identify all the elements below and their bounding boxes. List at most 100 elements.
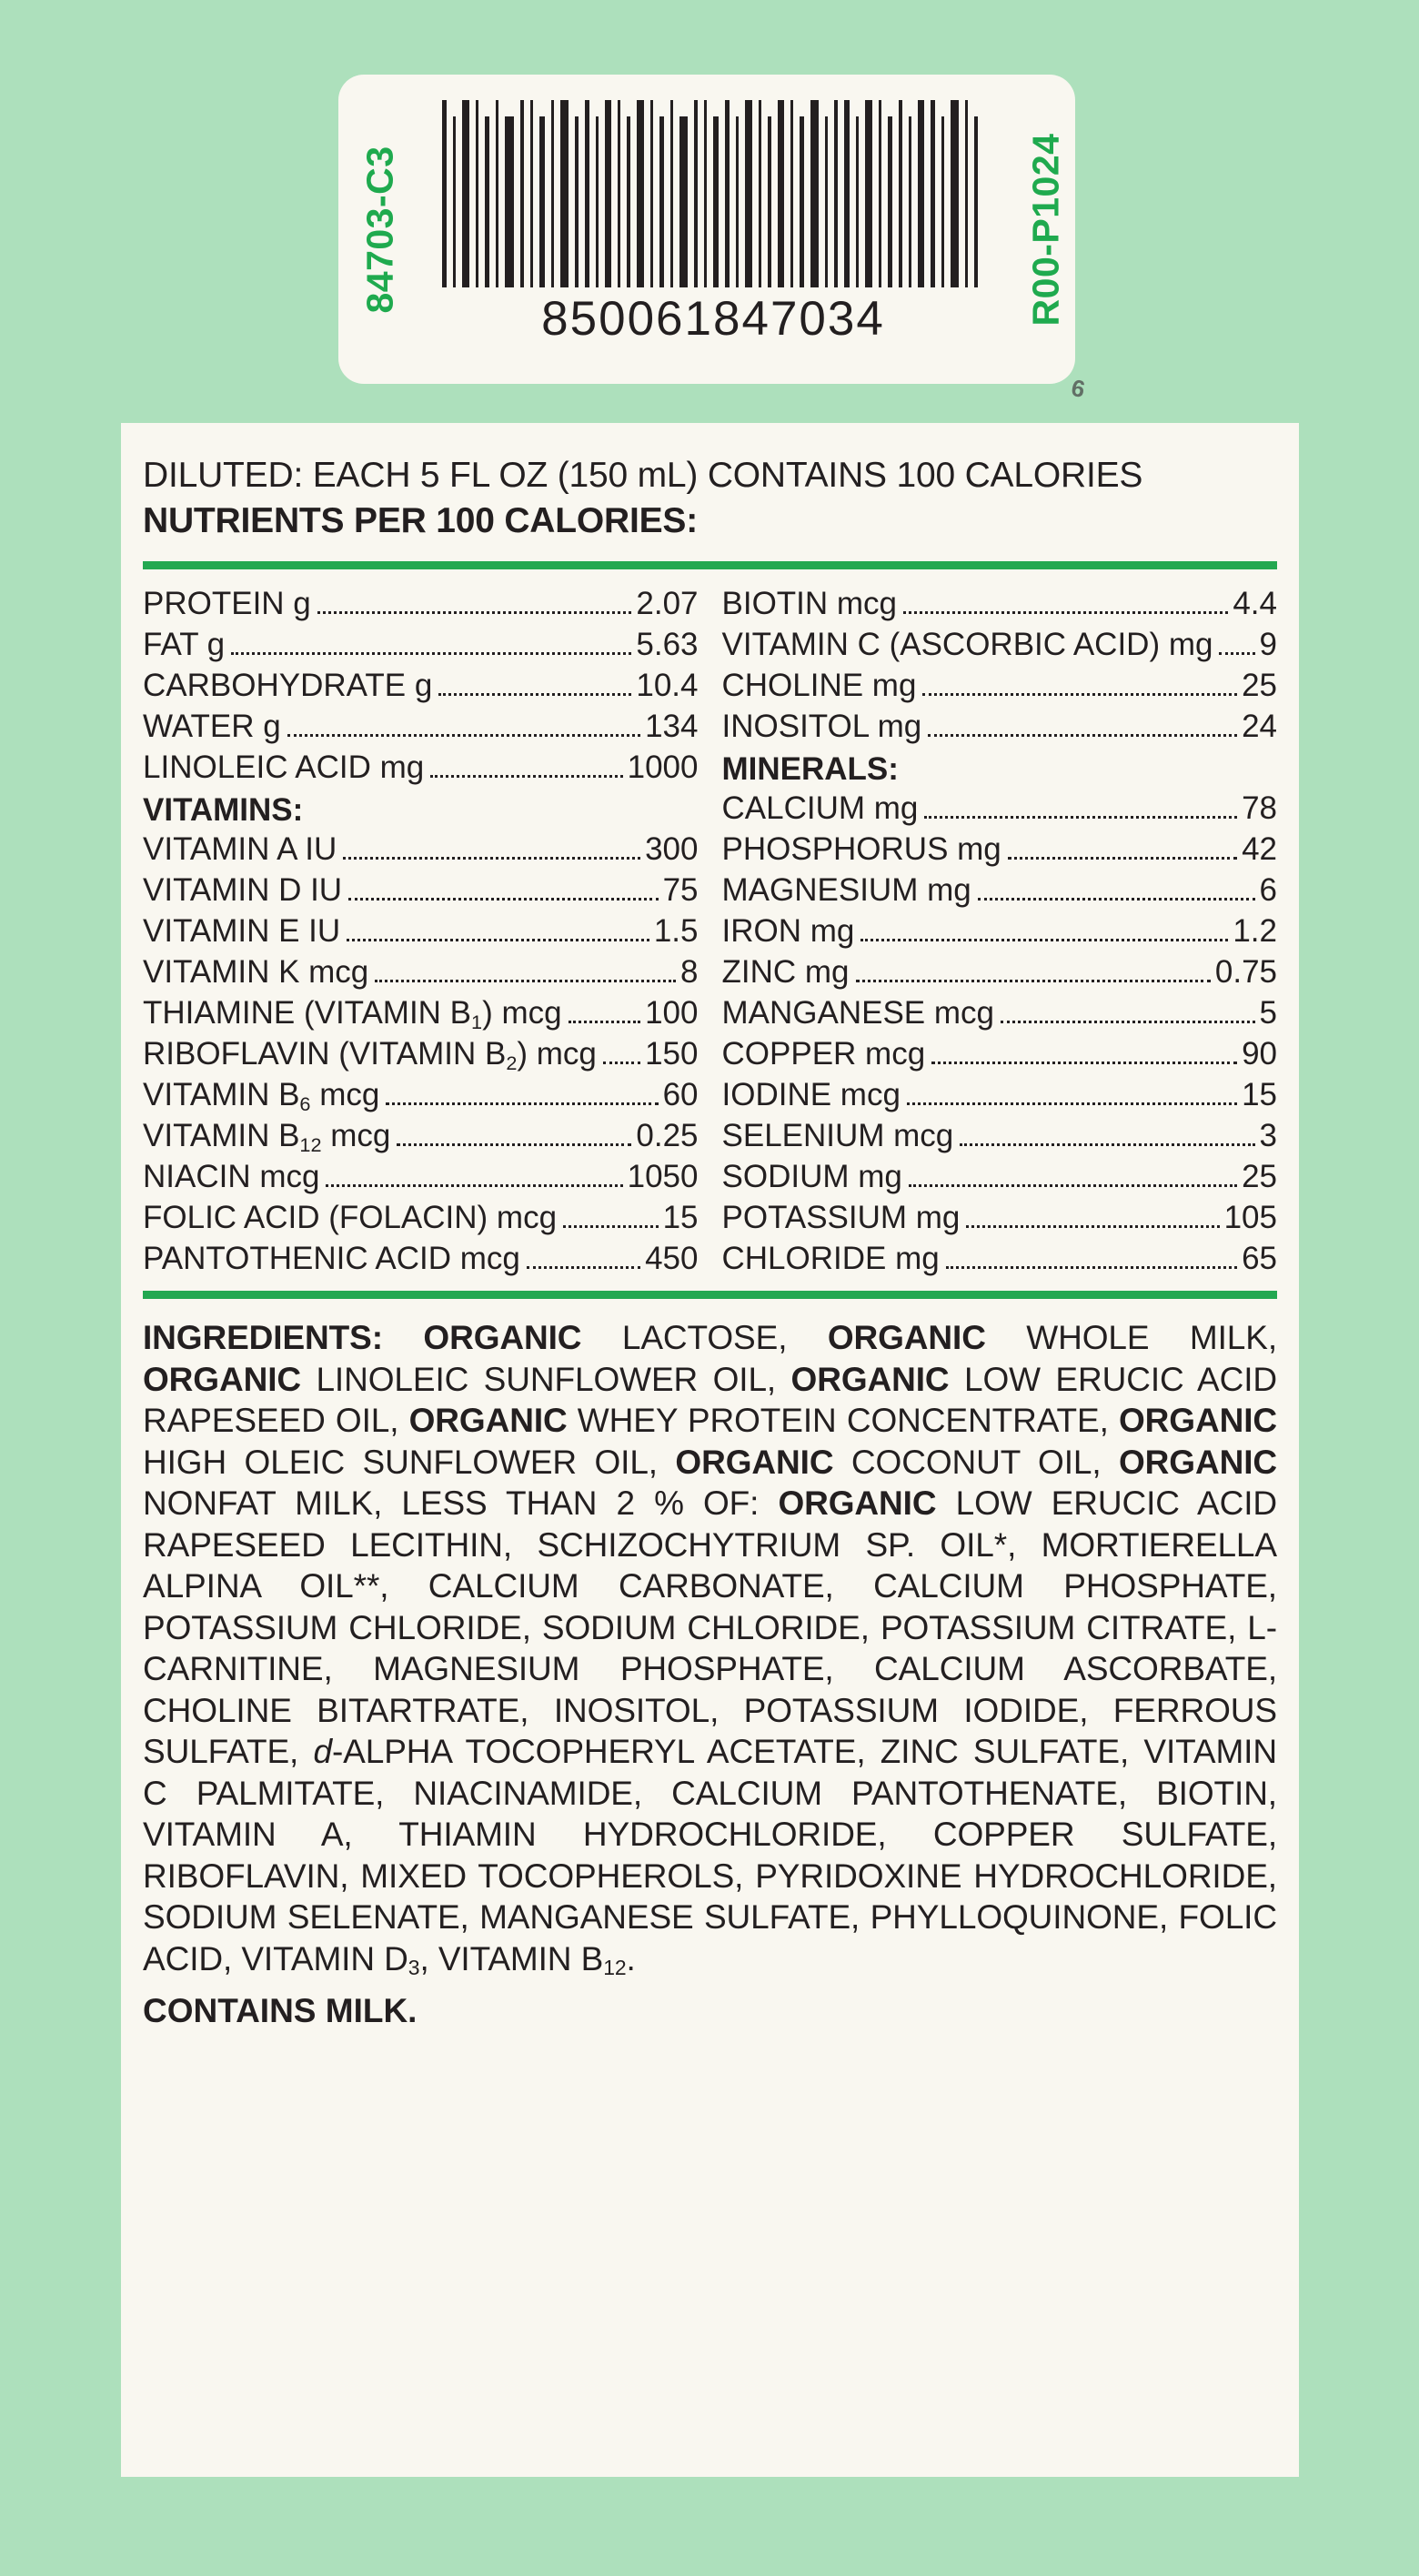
nutrient-value: 0.75	[1214, 954, 1277, 990]
nutrient-value: 5.63	[636, 627, 699, 662]
barcode-right-code: R00-P1024	[1024, 133, 1067, 326]
dot-leader	[602, 1062, 641, 1064]
nutrient-row: WATER g 134	[143, 707, 699, 748]
barcode-bar	[575, 116, 579, 287]
nutrient-row: POTASSIUM mg 105	[722, 1198, 1278, 1239]
nutrient-row: NIACIN mcg 1050	[143, 1157, 699, 1198]
nutrient-label: VITAMIN B12 mcg	[143, 1118, 391, 1156]
nutrient-value: 300	[645, 831, 699, 867]
nutrient-row: FOLIC ACID (FOLACIN) mcg 15	[143, 1198, 699, 1239]
barcode-block: 84703-C3 850061847034 R00-P1024	[338, 75, 1075, 384]
allergen-statement: CONTAINS MILK.	[143, 1992, 418, 2029]
dot-leader	[568, 1021, 641, 1023]
dot-leader	[903, 611, 1229, 614]
nutrient-value: 15	[1242, 1077, 1277, 1112]
barcode-bar	[844, 100, 850, 287]
barcode-number: 850061847034	[541, 292, 885, 346]
dot-leader	[375, 980, 677, 982]
dot-leader	[945, 1266, 1238, 1269]
green-divider-top	[143, 561, 1277, 569]
barcode-right-code-area: R00-P1024	[1004, 75, 1088, 384]
dot-leader	[922, 693, 1238, 696]
nutrient-value: 25	[1242, 668, 1277, 703]
barcode-bar	[560, 100, 569, 287]
nutrient-label: ZINC mg	[721, 954, 850, 990]
nutrient-label: MANGANESE mcg	[721, 995, 995, 1031]
dot-leader	[526, 1266, 641, 1269]
nutrient-value: 78	[1242, 790, 1277, 826]
nutrient-row: VITAMIN K mcg 8	[143, 952, 699, 993]
barcode-bar	[694, 100, 698, 287]
nutrient-label: BIOTIN mcg	[721, 586, 898, 621]
nutrient-row: MANGANESE mcg 5	[722, 993, 1278, 1034]
nutrient-label: VITAMIN C (ASCORBIC ACID) mg	[721, 627, 1213, 662]
barcode-bars	[422, 100, 1004, 287]
dot-leader	[397, 1143, 632, 1146]
nutrient-row: VITAMIN E IU 1.5	[143, 911, 699, 952]
dot-leader	[1007, 857, 1238, 860]
nutrient-label: WATER g	[143, 709, 281, 744]
nutrient-row: PROTEIN g 2.07	[143, 584, 699, 625]
barcode-bar	[713, 116, 719, 287]
nutrient-value: 2.07	[636, 586, 699, 621]
nutrient-label: POTASSIUM mg	[721, 1200, 961, 1235]
barcode-bar	[810, 100, 819, 287]
nutrient-value: 15	[662, 1200, 699, 1235]
nutrient-label: THIAMINE (VITAMIN B1) mcg	[143, 995, 562, 1033]
nutrient-label: VITAMINS:	[143, 792, 304, 828]
barcode-bar	[650, 100, 653, 287]
dot-leader	[231, 652, 632, 655]
nutrient-value: 42	[1242, 831, 1277, 867]
barcode-bar	[931, 100, 935, 287]
nutrient-column-left: PROTEIN g 2.07 FAT g 5.63 CARBOHYDRATE g 10.4…	[143, 584, 699, 1280]
barcode-bar	[778, 100, 784, 287]
nutrient-label: CALCIUM mg	[721, 790, 919, 826]
nutrient-row: ZINC mg 0.75	[722, 952, 1278, 993]
barcode-bar	[745, 100, 752, 287]
barcode-bar	[618, 100, 620, 287]
nutrient-row: SODIUM mg 25	[722, 1157, 1278, 1198]
barcode-center: 850061847034	[422, 75, 1004, 384]
barcode-bar	[605, 100, 611, 287]
nutrient-label: IODINE mcg	[721, 1077, 901, 1112]
barcode-bar	[974, 116, 978, 287]
nutrient-value: 6	[1259, 872, 1277, 908]
nutrient-label: PHOSPHORUS mg	[721, 831, 1001, 867]
nutrient-label: SODIUM mg	[721, 1159, 902, 1194]
nutrient-label: INOSITOL mg	[721, 709, 922, 744]
barcode-bar	[551, 100, 554, 287]
nutrient-row: BIOTIN mcg 4.4	[722, 584, 1278, 625]
nutrient-row: VITAMIN D IU 75	[143, 870, 699, 911]
nutrient-section-heading: MINERALS:	[722, 748, 1278, 789]
nutrient-value: 1050	[627, 1159, 699, 1194]
nutrient-value: 1.5	[653, 913, 699, 949]
nutrient-row: PHOSPHORUS mg 42	[722, 830, 1278, 870]
barcode-left-code-area: 84703-C3	[338, 75, 422, 384]
barcode-bar	[888, 116, 892, 287]
barcode-bar	[637, 100, 644, 287]
barcode-bar	[520, 100, 524, 287]
barcode-bar	[704, 100, 707, 287]
nutrient-row: MAGNESIUM mg 6	[722, 870, 1278, 911]
nutrient-label: FOLIC ACID (FOLACIN) mcg	[143, 1200, 558, 1235]
dot-leader	[860, 939, 1229, 941]
nutrient-label: COPPER mcg	[721, 1036, 926, 1072]
barcode-bar	[485, 116, 489, 287]
nutrient-row: THIAMINE (VITAMIN B1) mcg 100	[143, 993, 699, 1034]
barcode-bar	[909, 116, 911, 287]
barcode-bar	[670, 100, 673, 287]
dot-leader	[928, 734, 1238, 737]
nutrient-row: PANTOTHENIC ACID mcg 450	[143, 1239, 699, 1280]
dot-leader	[906, 1102, 1238, 1105]
nutrient-label: CHLORIDE mg	[721, 1241, 940, 1276]
dot-leader	[438, 693, 632, 696]
barcode-bar	[442, 100, 447, 287]
dot-leader	[855, 980, 1211, 982]
nutrient-row: VITAMIN A IU 300	[143, 830, 699, 870]
barcode-bar	[918, 100, 924, 287]
dot-leader	[966, 1225, 1220, 1228]
dot-leader	[1001, 1021, 1255, 1023]
nutrient-value: 24	[1242, 709, 1277, 744]
barcode-bar	[496, 100, 498, 287]
